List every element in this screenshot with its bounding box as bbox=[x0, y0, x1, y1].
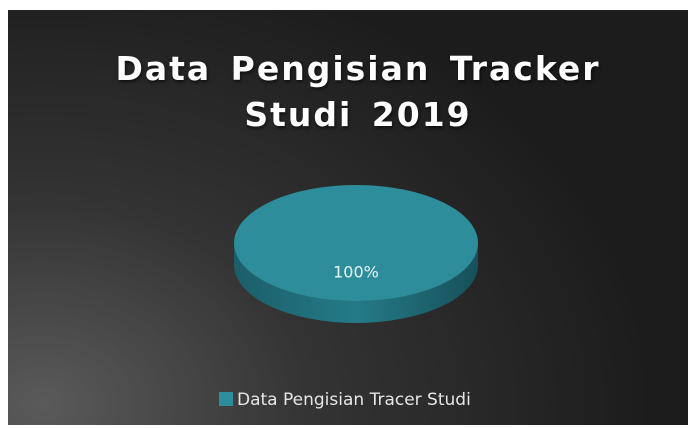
chart-area: Data Pengisian Tracker Studi 2019 100% Da… bbox=[8, 10, 688, 425]
legend-label: Data Pengisian Tracer Studi bbox=[237, 390, 471, 410]
chart-title: Data Pengisian Tracker Studi 2019 bbox=[115, 49, 601, 134]
chart: 100% Data Pengisian Tracer Studi bbox=[219, 185, 478, 410]
pie-slice bbox=[234, 185, 478, 301]
data-label: 100% bbox=[333, 263, 379, 282]
legend-swatch bbox=[219, 392, 233, 406]
pie-side bbox=[234, 243, 478, 323]
